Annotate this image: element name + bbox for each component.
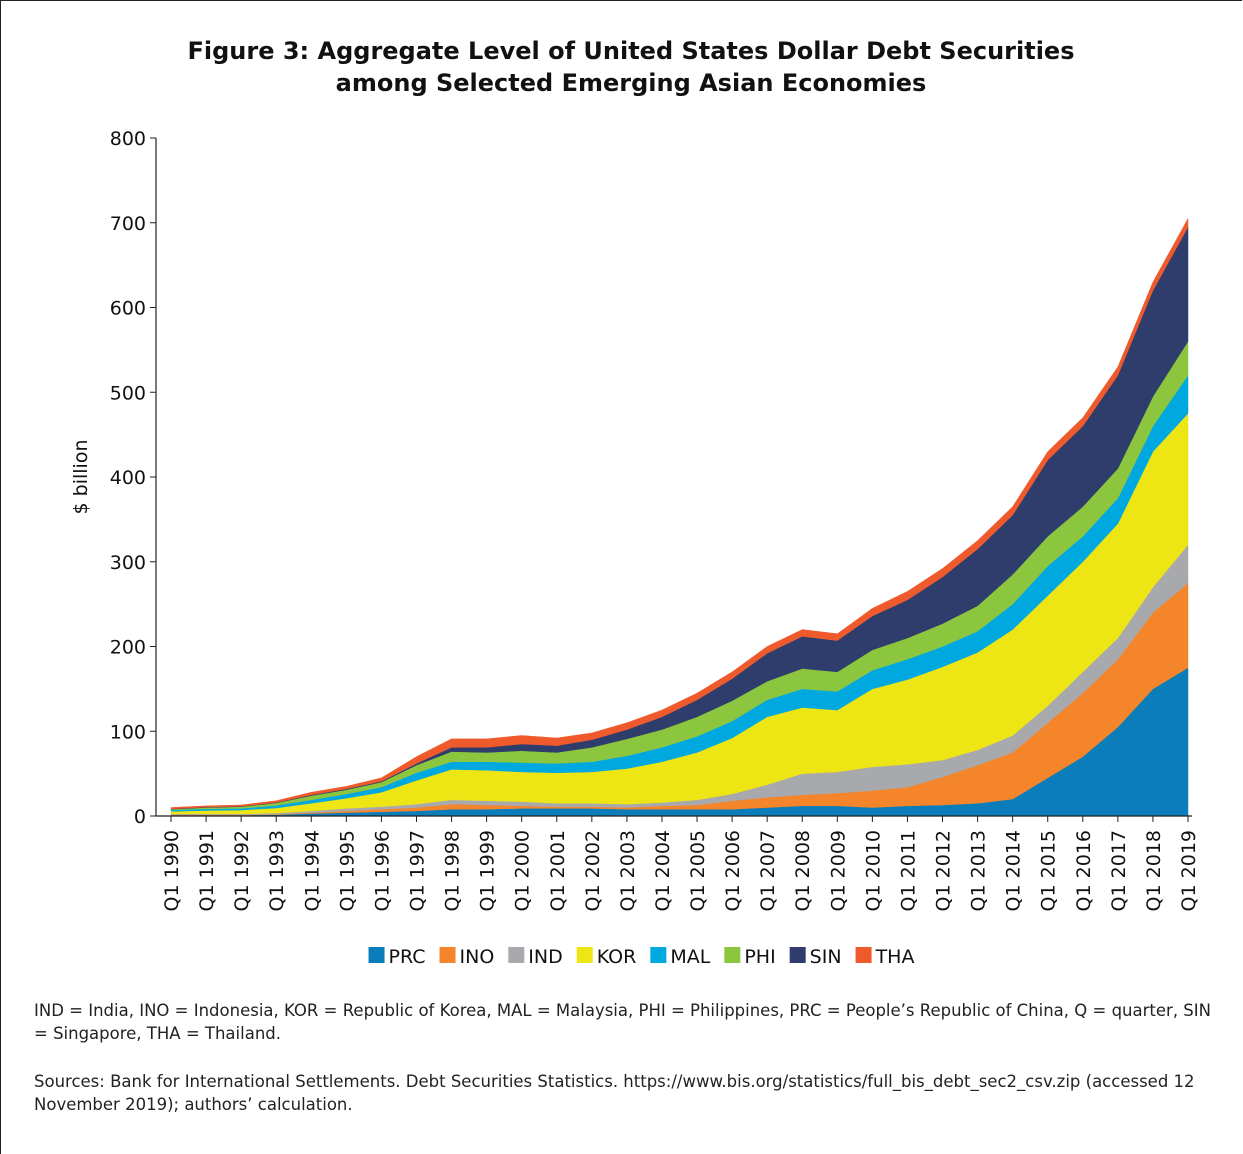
legend-swatch: [508, 947, 525, 963]
x-tick-label: Q1 2014: [1003, 830, 1025, 911]
y-axis-label: $ billion: [70, 440, 92, 515]
abbreviations-note: IND = India, INO = Indonesia, KOR = Repu…: [34, 1001, 1211, 1043]
x-tick-label: Q1 2011: [897, 830, 919, 911]
y-tick-label: 600: [110, 298, 146, 320]
legend-swatch: [439, 947, 456, 963]
x-tick-label: Q1 1998: [442, 830, 464, 911]
area: [170, 218, 1189, 810]
x-tick-label: Q1 2008: [792, 830, 814, 911]
x-tick-label: Q1 1990: [161, 830, 183, 911]
x-tick-label: Q1 2012: [933, 830, 955, 911]
x-tick-label: Q1 2006: [722, 830, 744, 911]
x-tick-label: Q1 2002: [582, 830, 604, 911]
legend-label: PRC: [389, 946, 426, 968]
x-tick-label: Q1 2000: [512, 830, 534, 911]
y-tick-label: 400: [110, 467, 146, 489]
legend-swatch: [650, 947, 667, 963]
sources-note: Sources: Bank for International Settleme…: [34, 1072, 1195, 1114]
x-tick-label: Q1 1996: [371, 830, 393, 911]
x-tick-label: Q1 2004: [652, 830, 674, 911]
legend-swatch: [855, 947, 872, 963]
y-tick-label: 200: [110, 637, 146, 659]
x-tick-label: Q1 2018: [1143, 830, 1165, 911]
x-tick-label: Q1 2001: [547, 830, 569, 911]
y-tick-label: 0: [134, 806, 146, 828]
x-tick-label: Q1 2010: [862, 830, 884, 911]
x-tick-label: Q1 2007: [757, 830, 779, 911]
legend-swatch: [368, 947, 385, 963]
legend-label: MAL: [670, 946, 710, 968]
y-tick-label: 100: [110, 721, 146, 743]
x-tick-label: Q1 1997: [406, 830, 428, 911]
x-tick-label: Q1 2003: [617, 830, 639, 911]
chart-title: Figure 3: Aggregate Level of United Stat…: [187, 37, 1075, 97]
x-tick-label: Q1 2016: [1073, 830, 1095, 911]
legend: PRC INO IND KOR MAL PHI SIN THA: [368, 946, 915, 968]
legend-label: INO: [460, 946, 495, 968]
y-tick-label: 700: [110, 213, 146, 235]
x-tick-label: Q1 1994: [301, 830, 323, 911]
y-tick-label: 300: [110, 552, 146, 574]
legend-swatch: [724, 947, 741, 963]
x-tick-label: Q1 2019: [1178, 830, 1200, 911]
x-tick-label: Q1 1999: [477, 830, 499, 911]
legend-label: THA: [875, 946, 915, 968]
x-tick-label: Q1 1993: [266, 830, 288, 911]
x-tick-label: Q1 2013: [968, 830, 990, 911]
legend-label: PHI: [744, 946, 775, 968]
x-tick-label: Q1 1995: [336, 830, 358, 911]
x-tick-label: Q1 2009: [827, 830, 849, 911]
legend-swatch: [576, 947, 593, 963]
x-tick-label: Q1 2017: [1108, 830, 1130, 911]
x-tick-label: Q1 2005: [687, 830, 709, 911]
legend-swatch: [789, 947, 806, 963]
legend-label: IND: [528, 946, 562, 968]
y-tick-label: 800: [110, 128, 146, 150]
legend-label: KOR: [597, 946, 637, 968]
x-tick-label: Q1 1992: [231, 830, 253, 911]
x-tick-label: Q1 1991: [196, 830, 218, 911]
x-tick-label: Q1 2015: [1038, 830, 1060, 911]
legend-label: SIN: [810, 946, 842, 968]
y-tick-label: 500: [110, 382, 146, 404]
